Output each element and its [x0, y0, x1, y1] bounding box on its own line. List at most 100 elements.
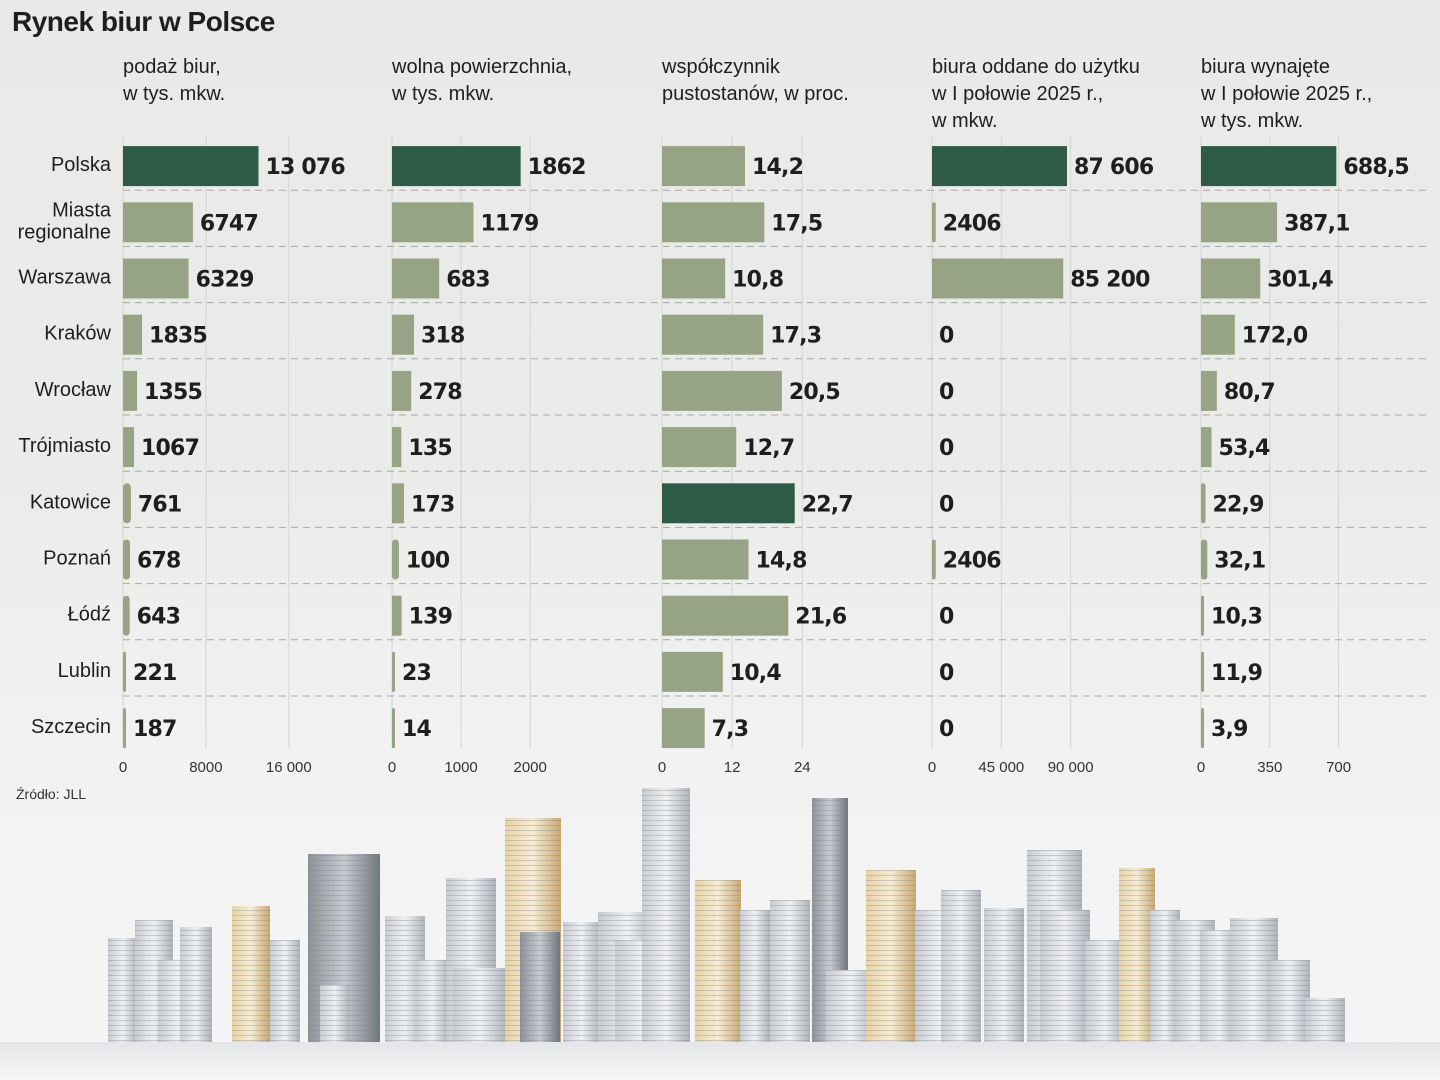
bar-biura-wynajete-1	[1201, 202, 1278, 243]
building-windows	[320, 985, 350, 1042]
panel-title-podaz-biur: podaż biur, w tys. mkw.	[123, 56, 226, 105]
tick-label: 0	[119, 759, 127, 776]
bar-wspolczynnik-pustostanow-6	[662, 483, 795, 524]
tick-label: 90 000	[1048, 759, 1094, 776]
bar-wspolczynnik-pustostanow-0	[662, 146, 746, 187]
value-label: 1835	[149, 324, 207, 349]
value-label: 14,8	[756, 549, 807, 574]
value-label: 139	[409, 605, 453, 630]
value-label: 0	[939, 717, 954, 742]
building-windows	[1085, 940, 1125, 1042]
building-windows	[1305, 998, 1345, 1042]
value-label: 32,1	[1214, 549, 1265, 574]
bar-podaz-biur-0	[123, 146, 259, 187]
value-label: 100	[406, 549, 450, 574]
value-label: 10,4	[730, 661, 782, 686]
bar-biura-wynajete-10	[1201, 708, 1204, 749]
value-label: 135	[408, 436, 452, 461]
bar-podaz-biur-10	[123, 708, 126, 749]
building-windows	[770, 900, 810, 1042]
value-label: 22,9	[1213, 492, 1264, 517]
bar-biura-oddane-7	[932, 539, 936, 580]
value-label: 1179	[480, 211, 538, 236]
building-windows	[642, 788, 690, 1042]
building-windows	[866, 870, 916, 1042]
panel-title-biura-wynajete: biura wynajęte w I połowie 2025 r., w ty…	[1201, 56, 1373, 132]
bar-wolna-powierzchnia-10	[392, 708, 395, 749]
building-windows	[453, 968, 508, 1042]
value-label: 13 076	[266, 155, 346, 180]
value-label: 318	[421, 324, 465, 349]
bar-wolna-powierzchnia-4	[392, 370, 412, 411]
value-label: 173	[411, 492, 455, 517]
building-windows	[1119, 868, 1155, 1042]
tick-label: 24	[794, 759, 811, 776]
value-label: 0	[939, 605, 954, 630]
bar-wspolczynnik-pustostanow-4	[662, 370, 782, 411]
bar-wspolczynnik-pustostanow-7	[662, 539, 749, 580]
building-windows	[520, 932, 560, 1042]
bar-wolna-powierzchnia-0	[392, 146, 521, 187]
source-note: Źródło: JLL	[16, 786, 87, 802]
building-windows	[108, 938, 138, 1042]
value-label: 10,3	[1211, 605, 1262, 630]
value-label: 3,9	[1211, 717, 1248, 742]
value-label: 1067	[141, 436, 199, 461]
panel-title-wolna-powierzchnia: wolna powierzchnia, w tys. mkw.	[392, 56, 573, 105]
tick-label: 12	[724, 759, 741, 776]
row-label: Wrocław	[35, 379, 112, 401]
value-label: 12,7	[743, 436, 794, 461]
bar-podaz-biur-1	[123, 202, 193, 243]
bar-wolna-powierzchnia-5	[392, 427, 402, 468]
bar-podaz-biur-4	[123, 370, 138, 411]
building-windows	[180, 927, 212, 1042]
bar-biura-wynajete-6	[1201, 483, 1206, 524]
bar-biura-wynajete-3	[1201, 314, 1235, 355]
bar-wolna-powierzchnia-1	[392, 202, 474, 243]
building-windows	[984, 908, 1024, 1042]
value-label: 1862	[528, 155, 586, 180]
building-windows	[415, 960, 450, 1042]
row-label: Warszawa	[18, 267, 111, 289]
value-label: 0	[939, 380, 954, 405]
value-label: 17,3	[770, 324, 821, 349]
bar-podaz-biur-7	[123, 539, 131, 580]
bar-biura-wynajete-9	[1201, 651, 1204, 692]
value-label: 761	[138, 492, 182, 517]
chart-title: Rynek biur w Polsce	[12, 6, 275, 37]
labels-layer: Polska Miasta regionalne Warszawa Kraków Wroc…	[18, 154, 1410, 776]
value-label: 172,0	[1242, 324, 1308, 349]
value-label: 85 200	[1070, 268, 1150, 293]
building-windows	[270, 940, 300, 1042]
value-label: 21,6	[795, 605, 847, 630]
bar-podaz-biur-2	[123, 258, 189, 299]
bar-biura-wynajete-7	[1201, 539, 1208, 580]
value-label: 14,2	[752, 155, 803, 180]
row-label: Trójmiasto	[18, 435, 111, 457]
bar-podaz-biur-8	[123, 595, 130, 636]
row-label: Kraków	[44, 323, 111, 345]
bar-wolna-powierzchnia-3	[392, 314, 414, 355]
value-label: 1355	[144, 380, 202, 405]
bar-biura-wynajete-2	[1201, 258, 1261, 299]
bar-biura-oddane-2	[932, 258, 1064, 299]
building-windows	[1270, 960, 1310, 1042]
value-label: 87 606	[1074, 155, 1154, 180]
row-label: Polska	[51, 154, 112, 176]
bar-wolna-powierzchnia-2	[392, 258, 440, 299]
building-windows	[740, 910, 770, 1042]
bar-podaz-biur-3	[123, 314, 143, 355]
bar-wolna-powierzchnia-8	[392, 595, 402, 636]
tick-label: 0	[658, 759, 666, 776]
city-skyline-illustration	[0, 788, 1440, 1080]
bar-biura-wynajete-4	[1201, 370, 1217, 411]
value-label: 387,1	[1284, 211, 1350, 236]
tick-label: 8000	[189, 759, 222, 776]
value-label: 0	[939, 324, 954, 349]
panel-title-biura-oddane: biura oddane do użytku w I połowie 2025 …	[932, 56, 1140, 132]
bars-layer	[123, 146, 1337, 749]
value-label: 22,7	[802, 492, 853, 517]
tick-label: 0	[388, 759, 396, 776]
value-label: 221	[133, 661, 177, 686]
tick-label: 16 000	[266, 759, 312, 776]
